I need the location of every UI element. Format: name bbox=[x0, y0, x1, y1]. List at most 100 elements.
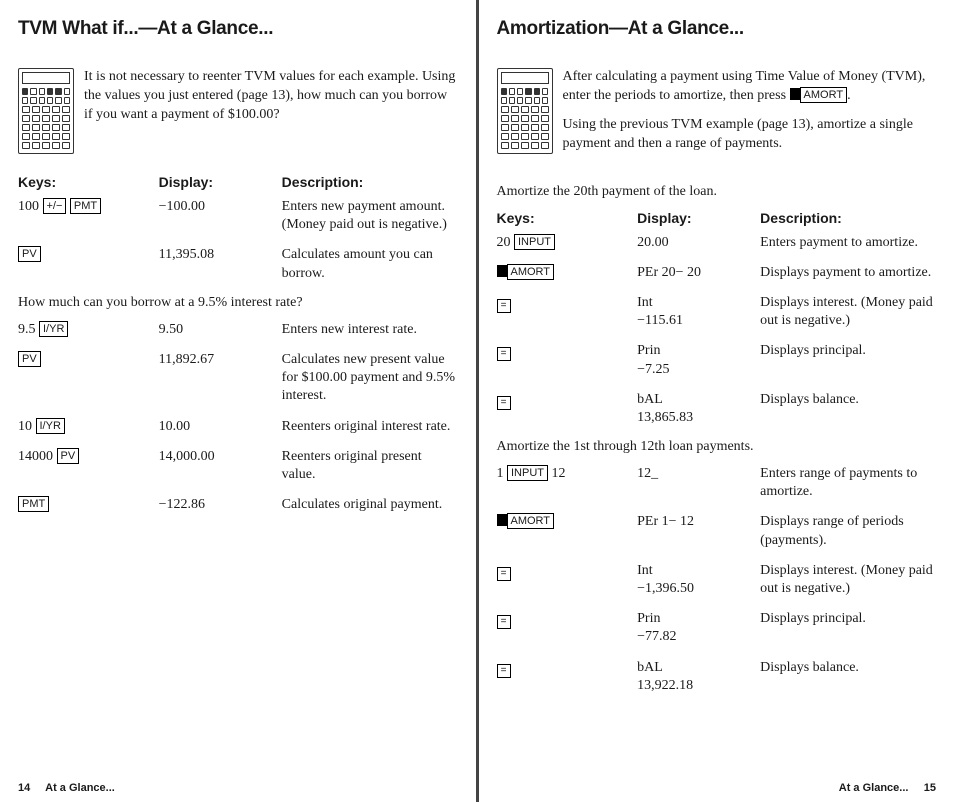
equals-key-icon: = bbox=[497, 396, 511, 410]
keycap: +/− bbox=[43, 198, 67, 214]
keycap: INPUT bbox=[514, 234, 555, 250]
cell-keys: = bbox=[497, 391, 638, 410]
intro1a: After calculating a payment using Time V… bbox=[563, 69, 926, 103]
cell-display: −100.00 bbox=[159, 198, 282, 216]
cell-display: 14,000.00 bbox=[159, 448, 282, 466]
cell-display: PEr 20− 20 bbox=[637, 264, 760, 282]
left-page: TVM What if...—At a Glance... It is not … bbox=[0, 0, 476, 802]
table-row: =bAL 13,865.83Displays balance. bbox=[497, 391, 937, 427]
left-note1: How much can you borrow at a 9.5% intere… bbox=[18, 295, 458, 311]
left-intro-block: It is not necessary to reenter TVM value… bbox=[18, 68, 458, 154]
cell-description: Displays payment to amortize. bbox=[760, 264, 936, 282]
amort-keycap: AMORT bbox=[800, 87, 848, 103]
cell-display: Int −1,396.50 bbox=[637, 562, 760, 598]
cell-display: Int −115.61 bbox=[637, 294, 760, 330]
keycap: I/YR bbox=[39, 321, 68, 337]
cell-keys: AMORT bbox=[497, 513, 638, 531]
hdr-display: Display: bbox=[637, 210, 760, 226]
table-row: 9.5 I/YR 9.50Enters new interest rate. bbox=[18, 321, 458, 339]
cell-description: Calculates new present value for $100.00… bbox=[282, 351, 458, 406]
calculator-icon bbox=[18, 68, 74, 154]
cell-description: Enters range of payments to amortize. bbox=[760, 465, 936, 501]
cell-description: Displays balance. bbox=[760, 659, 936, 677]
right-page: Amortization—At a Glance... After calcul… bbox=[479, 0, 954, 802]
cell-description: Reenters original present value. bbox=[282, 448, 458, 484]
table-row: PMT −122.86Calculates original payment. bbox=[18, 496, 458, 514]
cell-display: 9.50 bbox=[159, 321, 282, 339]
left-table-header: Keys: Display: Description: bbox=[18, 174, 458, 190]
cell-keys: = bbox=[497, 294, 638, 313]
right-title: Amortization—At a Glance... bbox=[497, 18, 937, 40]
cell-description: Calculates original payment. bbox=[282, 496, 458, 514]
cell-description: Displays range of periods (payments). bbox=[760, 513, 936, 549]
cell-keys: = bbox=[497, 342, 638, 361]
keycap: I/YR bbox=[36, 418, 65, 434]
cell-display: 11,395.08 bbox=[159, 246, 282, 264]
equals-key-icon: = bbox=[497, 299, 511, 313]
cell-keys: 100 +/− PMT bbox=[18, 198, 159, 216]
cell-description: Displays balance. bbox=[760, 391, 936, 409]
table-row: = bAL 13,922.18Displays balance. bbox=[497, 659, 937, 695]
cell-display: 20.00 bbox=[637, 234, 760, 252]
hdr-keys: Keys: bbox=[18, 174, 159, 190]
cell-keys: AMORT bbox=[497, 264, 638, 282]
equals-key-icon: = bbox=[497, 615, 511, 629]
equals-key-icon: = bbox=[497, 664, 511, 678]
table-row: 100 +/− PMT −100.00Enters new payment am… bbox=[18, 198, 458, 234]
right-table-header: Keys: Display: Description: bbox=[497, 210, 937, 226]
keycap: AMORT bbox=[507, 513, 555, 529]
cell-keys: = bbox=[497, 562, 638, 581]
cell-display: Prin −7.25 bbox=[637, 342, 760, 378]
cell-display: PEr 1− 12 bbox=[637, 513, 760, 531]
right-note2: Amortize the 1st through 12th loan payme… bbox=[497, 439, 937, 455]
calculator-icon bbox=[497, 68, 553, 154]
right-page-num: 15 bbox=[924, 782, 936, 794]
cell-display: 11,892.67 bbox=[159, 351, 282, 369]
cell-keys: 10 I/YR bbox=[18, 418, 159, 436]
hdr-keys: Keys: bbox=[497, 210, 638, 226]
shift-key-icon bbox=[790, 88, 800, 100]
left-footer-label: At a Glance... bbox=[45, 782, 115, 794]
table-row: AMORT PEr 1− 12Displays range of periods… bbox=[497, 513, 937, 549]
keycap: PV bbox=[18, 246, 41, 262]
right-intro-block: After calculating a payment using Time V… bbox=[497, 68, 937, 164]
table-row: 20 INPUT 20.00Enters payment to amortize… bbox=[497, 234, 937, 252]
cell-description: Calculates amount you can borrow. bbox=[282, 246, 458, 282]
cell-keys: = bbox=[497, 659, 638, 678]
hdr-display: Display: bbox=[159, 174, 282, 190]
keycap: AMORT bbox=[507, 264, 555, 280]
cell-display: bAL 13,922.18 bbox=[637, 659, 760, 695]
table-row: 1 INPUT 1212_Enters range of payments to… bbox=[497, 465, 937, 501]
cell-keys: PMT bbox=[18, 496, 159, 514]
table-row: =Int −1,396.50Displays interest. (Money … bbox=[497, 562, 937, 598]
left-footer: 14 At a Glance... bbox=[18, 782, 115, 794]
shift-key-icon bbox=[497, 514, 507, 526]
intro2: Using the previous TVM example (page 13)… bbox=[563, 116, 937, 154]
right-intro-text: After calculating a payment using Time V… bbox=[563, 68, 937, 164]
table-row: 10 I/YR 10.00Reenters original interest … bbox=[18, 418, 458, 436]
cell-keys: 9.5 I/YR bbox=[18, 321, 159, 339]
keycap: PMT bbox=[70, 198, 101, 214]
cell-keys: PV bbox=[18, 246, 159, 264]
keycap: PV bbox=[57, 448, 80, 464]
keycap: PV bbox=[18, 351, 41, 367]
cell-description: Displays principal. bbox=[760, 610, 936, 628]
cell-description: Displays principal. bbox=[760, 342, 936, 360]
table-row: AMORT PEr 20− 20Displays payment to amor… bbox=[497, 264, 937, 282]
table-row: = Prin −7.25Displays principal. bbox=[497, 342, 937, 378]
table-row: PV 11,395.08Calculates amount you can bo… bbox=[18, 246, 458, 282]
cell-display: −122.86 bbox=[159, 496, 282, 514]
left-page-num: 14 bbox=[18, 782, 30, 794]
cell-description: Reenters original interest rate. bbox=[282, 418, 458, 436]
table-row: = Int −115.61Displays interest. (Money pa… bbox=[497, 294, 937, 330]
right-footer: At a Glance... 15 bbox=[839, 782, 936, 794]
cell-description: Enters payment to amortize. bbox=[760, 234, 936, 252]
cell-keys: = bbox=[497, 610, 638, 629]
cell-keys: 20 INPUT bbox=[497, 234, 638, 252]
cell-description: Displays interest. (Money paid out is ne… bbox=[760, 294, 936, 330]
right-note1: Amortize the 20th payment of the loan. bbox=[497, 184, 937, 200]
left-rows1: 100 +/− PMT −100.00Enters new payment am… bbox=[18, 198, 458, 283]
equals-key-icon: = bbox=[497, 347, 511, 361]
table-row: =Prin −77.82Displays principal. bbox=[497, 610, 937, 646]
hdr-description: Description: bbox=[760, 210, 936, 226]
